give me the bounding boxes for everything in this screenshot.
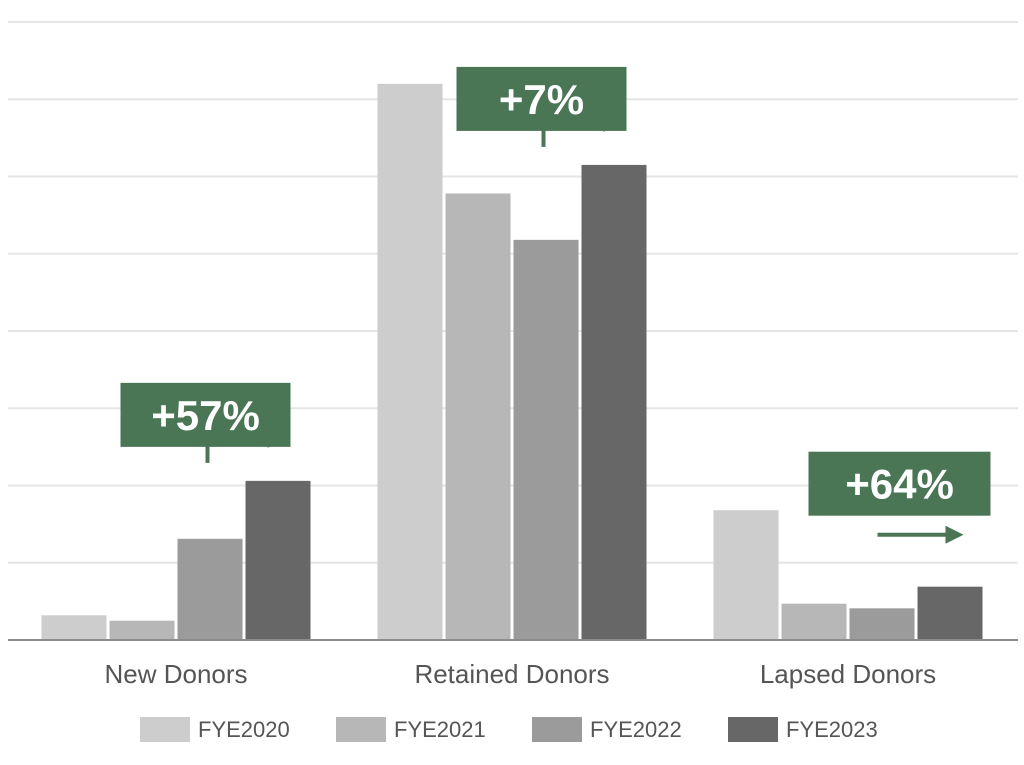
x-tick-label-retained-donors: Retained Donors — [414, 659, 609, 689]
legend: FYE2020 FYE2021 FYE2022 FYE2023 — [140, 717, 878, 742]
x-tick-labels: New Donors Retained Donors Lapsed Donors — [104, 659, 936, 689]
annotation-badge — [808, 451, 991, 516]
bar-new-donors-fye2022 — [177, 538, 243, 640]
bar-new-donors-fye2021 — [109, 620, 175, 640]
bar-retained-donors-fye2023 — [581, 164, 647, 640]
x-tick-label-lapsed-donors: Lapsed Donors — [760, 659, 936, 689]
legend-label-fye2021: FYE2021 — [394, 717, 486, 742]
legend-swatch-fye2022 — [532, 717, 582, 742]
bar-lapsed-donors-fye2022 — [849, 608, 915, 640]
x-tick-label-new-donors: New Donors — [104, 659, 247, 689]
annotation-label: +57% — [151, 392, 260, 439]
bar-lapsed-donors-fye2021 — [781, 603, 847, 640]
legend-swatch-fye2020 — [140, 717, 190, 742]
annotation-arrow — [541, 120, 606, 147]
bar-retained-donors-fye2022 — [513, 239, 579, 640]
annotation-arrowhead — [945, 525, 964, 544]
bar-new-donors-fye2023 — [245, 480, 311, 640]
bar-new-donors-fye2020 — [41, 615, 107, 640]
legend-label-fye2022: FYE2022 — [590, 717, 682, 742]
legend-swatch-fye2023 — [728, 717, 778, 742]
annotation-badge — [456, 66, 627, 131]
annotations: +57% +7% +64% — [120, 66, 991, 544]
legend-label-fye2020: FYE2020 — [198, 717, 290, 742]
bar-retained-donors-fye2021 — [445, 193, 511, 640]
annotation-badge — [120, 382, 291, 447]
annotation-arrow — [205, 436, 270, 463]
bar-lapsed-donors-fye2020 — [713, 510, 779, 640]
annotation-label: +7% — [499, 76, 584, 123]
annotation-new-donors: +57% — [120, 382, 291, 463]
bars — [41, 83, 983, 641]
legend-swatch-fye2021 — [336, 717, 386, 742]
annotation-lapsed-donors: +64% — [808, 451, 991, 544]
annotation-retained-donors: +7% — [456, 66, 627, 147]
annotation-label: +64% — [845, 461, 954, 508]
legend-label-fye2023: FYE2023 — [786, 717, 878, 742]
annotation-arrowhead — [267, 429, 286, 448]
annotation-arrowhead — [603, 113, 622, 132]
bar-lapsed-donors-fye2023 — [917, 586, 983, 640]
bar-retained-donors-fye2020 — [377, 83, 443, 641]
